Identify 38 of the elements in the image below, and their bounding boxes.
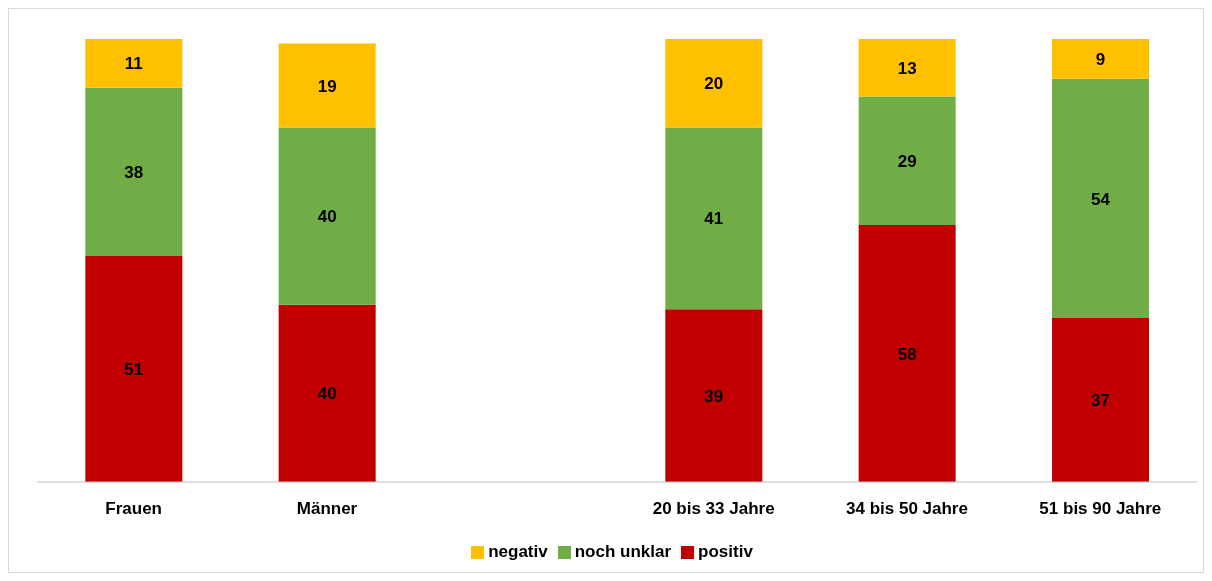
x-tick-label: 20 bis 33 Jahre [652, 499, 775, 519]
data-label: 41 [704, 209, 724, 229]
x-tick-label: Frauen [105, 499, 163, 519]
legend-label: positiv [698, 542, 753, 561]
bar [858, 225, 956, 482]
bar [665, 127, 763, 310]
bar [858, 39, 956, 97]
bar [665, 39, 763, 128]
bar [85, 256, 183, 482]
data-label: 9 [1095, 49, 1106, 69]
data-label: 13 [897, 58, 917, 78]
data-label: 54 [1091, 189, 1111, 209]
bar [858, 96, 956, 226]
data-label: 39 [704, 386, 724, 406]
bar [278, 43, 376, 128]
bar [1052, 318, 1149, 482]
bar [278, 127, 376, 305]
data-label: 19 [317, 76, 337, 96]
bar [278, 304, 376, 482]
bar [665, 309, 763, 482]
bar [1052, 78, 1149, 319]
bar [1052, 39, 1149, 79]
bar [85, 87, 183, 257]
data-label: 40 [317, 384, 337, 404]
legend-label: negativ [488, 542, 548, 561]
x-tick-label: 34 bis 50 Jahre [846, 499, 968, 519]
data-label: 20 [704, 74, 724, 94]
bar [85, 39, 183, 88]
legend-label: noch unklar [574, 542, 672, 561]
data-label: 38 [124, 162, 144, 182]
x-tick-label: Männer [296, 499, 358, 519]
data-label: 37 [1091, 391, 1110, 411]
data-label: 29 [897, 151, 917, 171]
x-tick-label: 51 bis 90 Jahre [1039, 499, 1162, 519]
data-label: 40 [317, 207, 337, 227]
data-label: 11 [124, 54, 143, 74]
data-label: 58 [897, 344, 917, 364]
data-label: 51 [124, 360, 144, 380]
